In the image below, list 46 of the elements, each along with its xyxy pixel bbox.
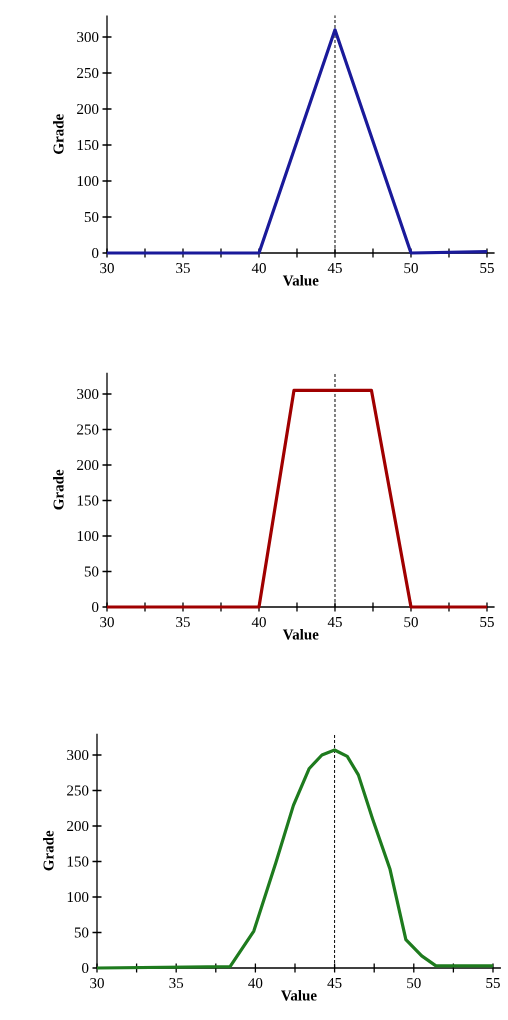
y-tick-label: 200 bbox=[77, 103, 99, 115]
x-axis-title: Value bbox=[281, 990, 317, 1001]
x-tick-label: 55 bbox=[480, 617, 494, 627]
x-tick-label: 35 bbox=[169, 978, 184, 989]
y-tick-label: 50 bbox=[84, 211, 99, 223]
y-tick-label: 300 bbox=[77, 388, 99, 400]
y-tick-label: 0 bbox=[82, 962, 89, 974]
y-tick-label: 250 bbox=[67, 785, 89, 796]
y-tick-label: 150 bbox=[67, 856, 89, 867]
y-tick-label: 300 bbox=[77, 31, 99, 43]
y-tick-label: 100 bbox=[67, 891, 89, 903]
y-tick-label: 200 bbox=[67, 820, 89, 832]
y-tick-label: 100 bbox=[77, 530, 99, 542]
x-tick-label: 40 bbox=[251, 263, 266, 274]
y-tick-label: 50 bbox=[74, 927, 89, 938]
x-tick-label: 35 bbox=[176, 617, 190, 628]
y-axis-title: Grade bbox=[43, 830, 54, 871]
x-tick-label: 30 bbox=[100, 617, 114, 628]
y-axis-title: Grade bbox=[53, 469, 64, 510]
x-axis-title: Value bbox=[282, 629, 319, 640]
y-tick-label: 250 bbox=[77, 67, 99, 79]
line-series bbox=[95, 748, 495, 970]
x-tick-label: 55 bbox=[480, 263, 494, 273]
x-tick-label: 45 bbox=[327, 617, 342, 628]
x-tick-label: 40 bbox=[251, 617, 266, 628]
y-tick-label: 250 bbox=[77, 424, 99, 435]
x-tick-label: 35 bbox=[176, 263, 190, 274]
x-tick-label: 50 bbox=[404, 617, 418, 628]
y-tick-label: 0 bbox=[92, 601, 99, 613]
x-tick-label: 55 bbox=[486, 978, 500, 988]
x-axis-title: Value bbox=[282, 275, 319, 286]
y-tick-label: 100 bbox=[77, 175, 99, 187]
x-tick-label: 45 bbox=[327, 263, 342, 274]
y-axis-title: Grade bbox=[53, 114, 64, 154]
y-tick-label: 50 bbox=[84, 566, 99, 577]
y-tick-label: 300 bbox=[67, 749, 89, 761]
x-tick-label: 45 bbox=[327, 978, 342, 989]
y-tick-label: 0 bbox=[92, 247, 99, 259]
x-tick-label: 40 bbox=[248, 978, 263, 989]
x-tick-label: 50 bbox=[404, 263, 418, 274]
y-tick-label: 150 bbox=[77, 139, 99, 151]
x-tick-label: 30 bbox=[100, 263, 114, 274]
y-tick-label: 200 bbox=[77, 459, 99, 471]
x-tick-label: 30 bbox=[90, 978, 104, 989]
x-tick-label: 50 bbox=[407, 978, 421, 989]
y-tick-label: 150 bbox=[77, 495, 99, 506]
